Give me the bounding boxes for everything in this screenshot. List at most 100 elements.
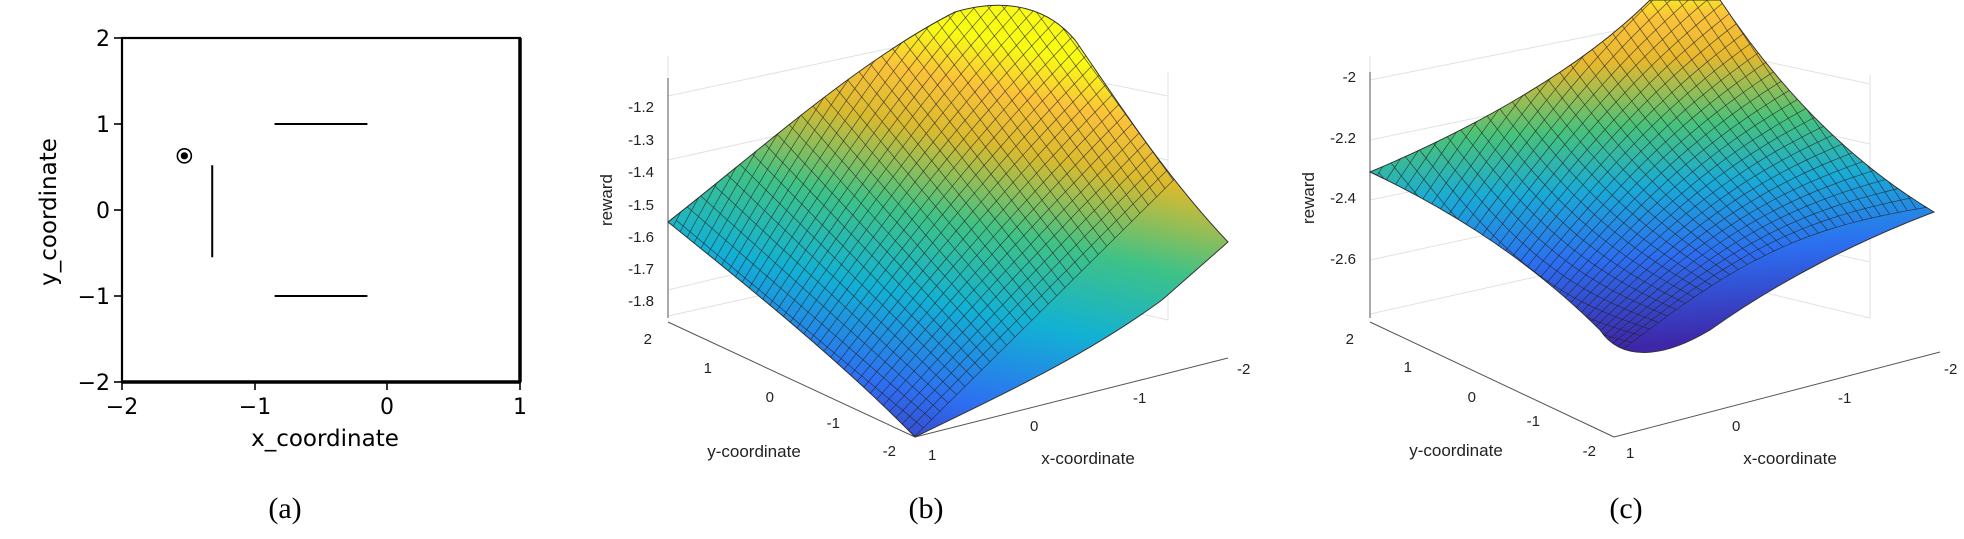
mesh-line [1431, 92, 1677, 310]
ytick-label: 1 [704, 360, 712, 377]
xtick-label: −1 [239, 395, 271, 420]
ztick-label: -2.2 [1330, 130, 1356, 147]
panel-c-ylabel: y-coordinate [1409, 441, 1503, 460]
mesh-line [751, 82, 999, 354]
ytick-label: 2 [1346, 331, 1354, 348]
panel-b-caption: (b) [909, 492, 944, 525]
ztick-label: -2.4 [1330, 190, 1356, 207]
xtick-label: 0 [1030, 418, 1038, 435]
mesh-line [1574, 0, 1819, 234]
mesh-line [917, 5, 1166, 189]
panel-c-yticks: 2 1 0 -1 -2 [1346, 331, 1596, 460]
ytick-label: -2 [883, 443, 896, 460]
panel-b-ylabel: y-coordinate [707, 442, 801, 461]
ztick-label: -1.5 [628, 197, 654, 214]
mesh-line [876, 5, 1124, 231]
agent-marker-dot [180, 152, 188, 160]
agent-marker-ring [176, 148, 193, 164]
panel-c-zlabel: reward [1299, 172, 1318, 224]
xtick-label: 1 [1626, 445, 1634, 462]
ztick-label: -1.2 [628, 99, 654, 116]
xtick-label: 0 [380, 395, 394, 420]
xtick-label: -1 [1133, 390, 1146, 407]
panel-c-yaxis [1369, 321, 1615, 438]
panel-b-zticks: -1.2 -1.3 -1.4 -1.5 -1.6 -1.7 -1.8 [628, 99, 654, 310]
mesh-line [1423, 105, 1668, 317]
panel-b-xaxis [914, 357, 1229, 438]
xtick-label: -2 [1237, 361, 1250, 378]
ztick-label: -2.6 [1330, 251, 1356, 268]
panel-a-walls [211, 123, 368, 297]
ytick-label: 1 [96, 113, 110, 138]
mesh-line [851, 5, 1099, 255]
agent-marker [176, 148, 193, 164]
mesh-line [717, 142, 966, 387]
ytick-label: 0 [766, 389, 774, 406]
xtick-label: -2 [1944, 361, 1957, 378]
mesh-line [742, 97, 991, 363]
xtick-label: -1 [1838, 390, 1851, 407]
mesh-line [701, 173, 949, 404]
panel-a-yticks: 2 1 0 −1 −2 [78, 27, 122, 396]
ztick-label: -1.3 [628, 132, 654, 149]
panel-b-zlabel: reward [597, 174, 616, 226]
panel-c-xlabel: x-coordinate [1743, 449, 1837, 468]
mesh-line [692, 188, 941, 412]
ytick-label: 2 [96, 27, 110, 52]
panel-b-xticks: 1 0 -1 -2 [928, 361, 1250, 464]
mesh-line [1556, 0, 1801, 240]
mesh-line [726, 127, 974, 379]
mesh-line [892, 5, 1141, 214]
mesh-line [684, 204, 932, 420]
panel-b-yaxis [667, 321, 916, 438]
mesh-line [1414, 118, 1659, 323]
mesh-line [676, 220, 924, 429]
mesh-line [834, 5, 1082, 272]
panel-c-xticks: 1 0 -1 -2 [1626, 361, 1957, 462]
mesh-line [1565, 0, 1810, 237]
mesh-line [859, 5, 1107, 247]
panel-c: -2 -2.2 -2.4 -2.6 reward 2 1 0 -1 -2 1 0… [1299, 0, 1957, 525]
ztick-label: -1.8 [628, 293, 654, 310]
ytick-label: 2 [644, 331, 652, 348]
ytick-label: 1 [1404, 359, 1412, 376]
ytick-label: -2 [1583, 443, 1596, 460]
mesh-line [709, 157, 957, 396]
mesh-line [884, 5, 1132, 222]
mesh-line [901, 5, 1149, 206]
mesh-line [1609, 0, 1855, 223]
ytick-label: -1 [1527, 413, 1540, 430]
panel-a-xlabel: x_coordinate [251, 426, 399, 452]
mesh-line [1405, 132, 1650, 330]
mesh-line [842, 5, 1091, 264]
ytick-label: −1 [78, 285, 110, 310]
panel-c-caption: (c) [1609, 492, 1642, 525]
panel-a-ylabel: y_coordinate [36, 138, 62, 286]
xtick-label: 1 [928, 447, 936, 464]
ztick-label: -2 [1343, 69, 1356, 86]
ytick-label: 0 [96, 199, 110, 224]
panel-c-zticks: -2 -2.2 -2.4 -2.6 [1330, 69, 1356, 268]
ytick-label: 0 [1468, 389, 1476, 406]
xtick-label: 1 [513, 395, 527, 420]
panel-c-surface [1368, 0, 1936, 353]
mesh-line [909, 5, 1157, 198]
panel-a-caption: (a) [268, 492, 301, 525]
ytick-label: -1 [827, 415, 840, 432]
ytick-label: −2 [78, 371, 110, 396]
xtick-label: −2 [106, 395, 138, 420]
ztick-label: -1.6 [628, 229, 654, 246]
panel-c-xaxis [1613, 351, 1941, 438]
mesh-line [1591, 0, 1837, 228]
mesh-line [867, 5, 1116, 239]
mesh-line [1449, 67, 1695, 298]
mesh-line [1583, 0, 1828, 231]
mesh-line [1600, 0, 1846, 225]
panel-a: 2 1 0 −1 −2 −2 −1 0 1 x_coordinate y_coo… [36, 27, 527, 525]
xtick-label: 0 [1732, 418, 1740, 435]
mesh-line [734, 112, 982, 371]
panel-b-xlabel: x-coordinate [1041, 449, 1135, 468]
mesh-line [1547, 0, 1793, 244]
ztick-label: -1.4 [628, 164, 654, 181]
panel-a-xticks: −2 −1 0 1 [106, 382, 527, 420]
